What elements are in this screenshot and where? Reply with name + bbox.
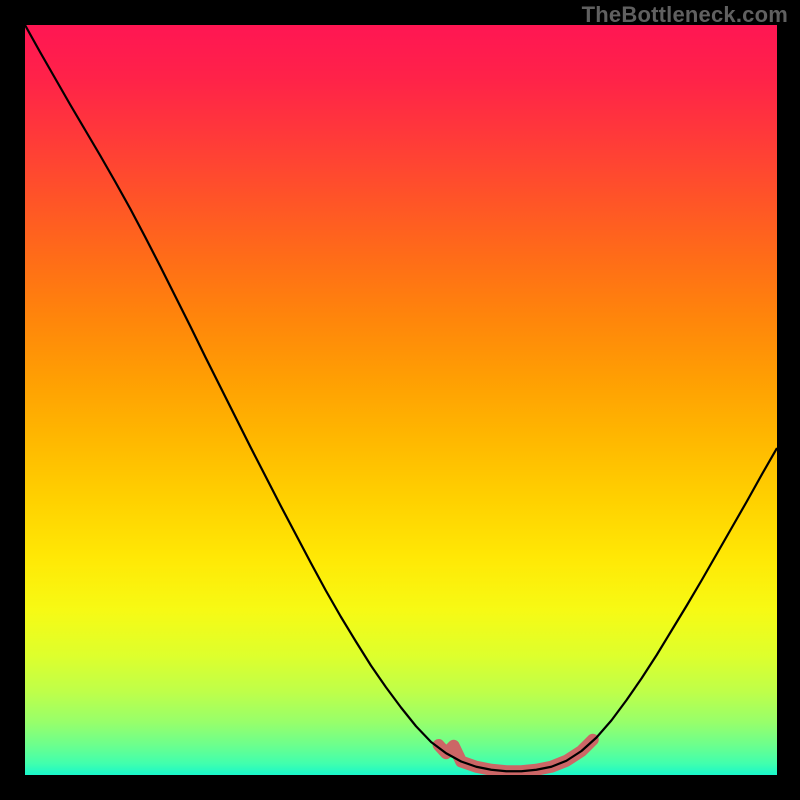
bottleneck-curve <box>25 25 777 771</box>
chart-stage: TheBottleneck.com <box>0 0 800 800</box>
plot-area <box>25 25 777 775</box>
bottleneck-highlight-segment <box>439 740 593 772</box>
watermark-text: TheBottleneck.com <box>582 2 788 28</box>
curve-overlay <box>25 25 777 775</box>
